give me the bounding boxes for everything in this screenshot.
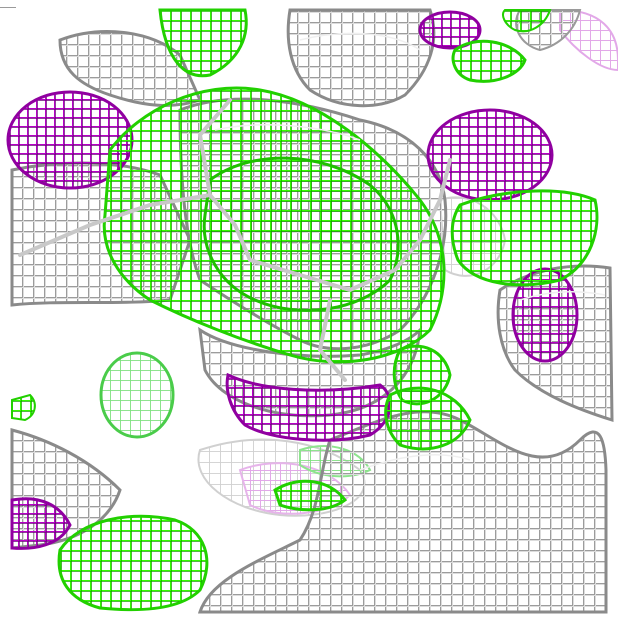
viewport-corner-tick	[0, 7, 16, 8]
green-mesh-layer	[11, 8, 599, 612]
stick-model	[18, 98, 452, 382]
green-blob-right-upper	[450, 189, 599, 287]
bond-chain-left	[18, 192, 252, 262]
green-blob-edge-left	[11, 393, 36, 422]
green-blob-top-right-outer	[502, 9, 552, 33]
green-blob-small-left	[99, 351, 175, 439]
green-blob-right-lower	[384, 386, 472, 451]
green-blob-top-right	[451, 39, 527, 83]
mesh-highlights	[214, 32, 606, 471]
bond-chain-right	[418, 158, 452, 242]
magenta-blob-right-upper	[426, 108, 554, 202]
green-blob-bottom-left	[57, 514, 209, 612]
magenta-blob-center-bottom	[225, 372, 392, 442]
bond-chain-bottom	[317, 298, 347, 382]
bond-branch-top	[197, 98, 232, 197]
gray-mesh-top-center	[286, 8, 436, 108]
magenta-blob-top-center	[418, 10, 482, 50]
magenta-blob-bottom-left	[10, 497, 72, 550]
green-blob-bottom-small	[273, 479, 348, 512]
green-blob-center-core	[202, 156, 400, 312]
green-blob-top	[158, 8, 248, 78]
bond-chain-center	[248, 238, 422, 293]
